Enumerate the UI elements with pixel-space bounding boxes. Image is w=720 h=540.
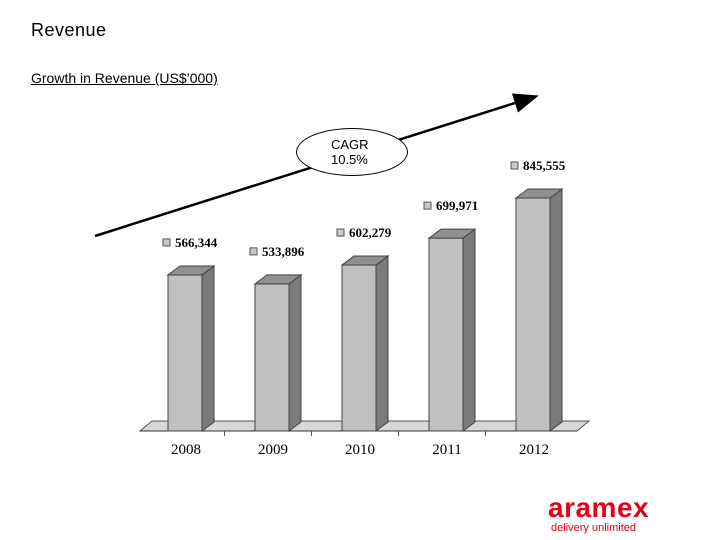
data-label-2010: 602,279	[349, 225, 392, 240]
bar-2008	[167, 274, 203, 432]
data-label-2008: 566,344	[175, 235, 218, 250]
bar-2012	[515, 197, 551, 432]
x-tick-label-2010: 2010	[345, 442, 375, 458]
bar-top-2008	[166, 265, 216, 276]
bar-top-2011	[427, 228, 477, 239]
x-tick-label-2012: 2012	[519, 442, 549, 458]
data-label-2012: 845,555	[523, 158, 566, 173]
bar-2011	[428, 237, 464, 432]
cagr-label: CAGR	[331, 137, 369, 152]
x-tick-label-2011: 2011	[432, 442, 461, 458]
logo-tagline: delivery unlimited	[551, 522, 636, 534]
bar-side-2008	[201, 264, 215, 432]
x-tick-label-2008: 2008	[171, 442, 201, 458]
data-label-marker	[162, 238, 171, 247]
cagr-value: 10.5%	[331, 152, 368, 167]
data-label-2011: 699,971	[436, 198, 478, 213]
chart-subtitle: Growth in Revenue (US$’000)	[31, 70, 218, 86]
data-label-marker	[249, 247, 258, 256]
x-tick-label-2009: 2009	[258, 442, 288, 458]
bar-2010	[341, 264, 377, 432]
aramex-logo: aramex delivery unlimited	[548, 492, 693, 535]
data-label-2009: 533,896	[262, 244, 305, 259]
bar-top-2010	[340, 255, 390, 266]
page-title: Revenue	[31, 20, 107, 40]
data-label-marker	[336, 228, 345, 237]
bar-top-2012	[514, 188, 564, 199]
bar-2009	[254, 283, 290, 432]
cagr-callout: CAGR 10.5%	[296, 128, 408, 176]
logo-wordmark: aramex	[548, 492, 650, 523]
data-label-marker	[423, 201, 432, 210]
bar-top-2009	[253, 274, 303, 285]
bar-side-2012	[549, 188, 563, 432]
bar-side-2010	[375, 255, 389, 432]
data-label-marker	[510, 161, 519, 170]
bar-side-2011	[462, 228, 476, 432]
bar-side-2009	[288, 273, 302, 432]
